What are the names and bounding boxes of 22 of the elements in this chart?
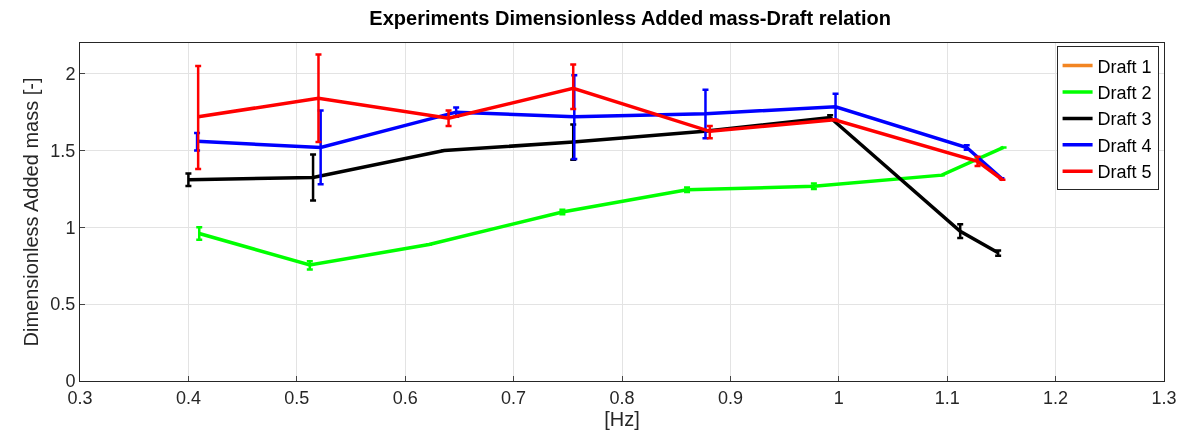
chart-title: Experiments Dimensionless Added mass-Draft relation [369, 7, 891, 30]
x-tick-label: 1.2 [1043, 387, 1069, 408]
x-tick-label: 0.8 [609, 387, 635, 408]
legend-label: Draft 2 [1097, 83, 1152, 103]
x-tick-label: 1.1 [934, 387, 960, 408]
x-tick-label: 0.5 [284, 387, 310, 408]
legend-label: Draft 3 [1097, 109, 1152, 130]
y-tick-label: 2 [65, 64, 76, 85]
y-axis-title: Dimensionless Added mass [-] [19, 77, 42, 347]
legend-label: Draft 5 [1097, 162, 1152, 183]
x-tick-label: 0.7 [501, 387, 527, 408]
legend-label: Draft 4 [1097, 135, 1152, 156]
x-tick-label: 0.9 [717, 387, 743, 408]
x-axis-title: [Hz] [604, 407, 640, 430]
x-tick-label: 0.6 [392, 387, 418, 408]
y-tick-label: 1 [65, 217, 76, 238]
y-tick-label: 0.5 [50, 294, 76, 315]
x-tick-label: 0.4 [175, 387, 201, 408]
y-tick-label: 1.5 [50, 140, 76, 161]
x-tick-label: 1 [833, 387, 844, 408]
legend-label: Draft 1 [1097, 56, 1152, 77]
x-tick-label: 1.3 [1151, 387, 1177, 408]
